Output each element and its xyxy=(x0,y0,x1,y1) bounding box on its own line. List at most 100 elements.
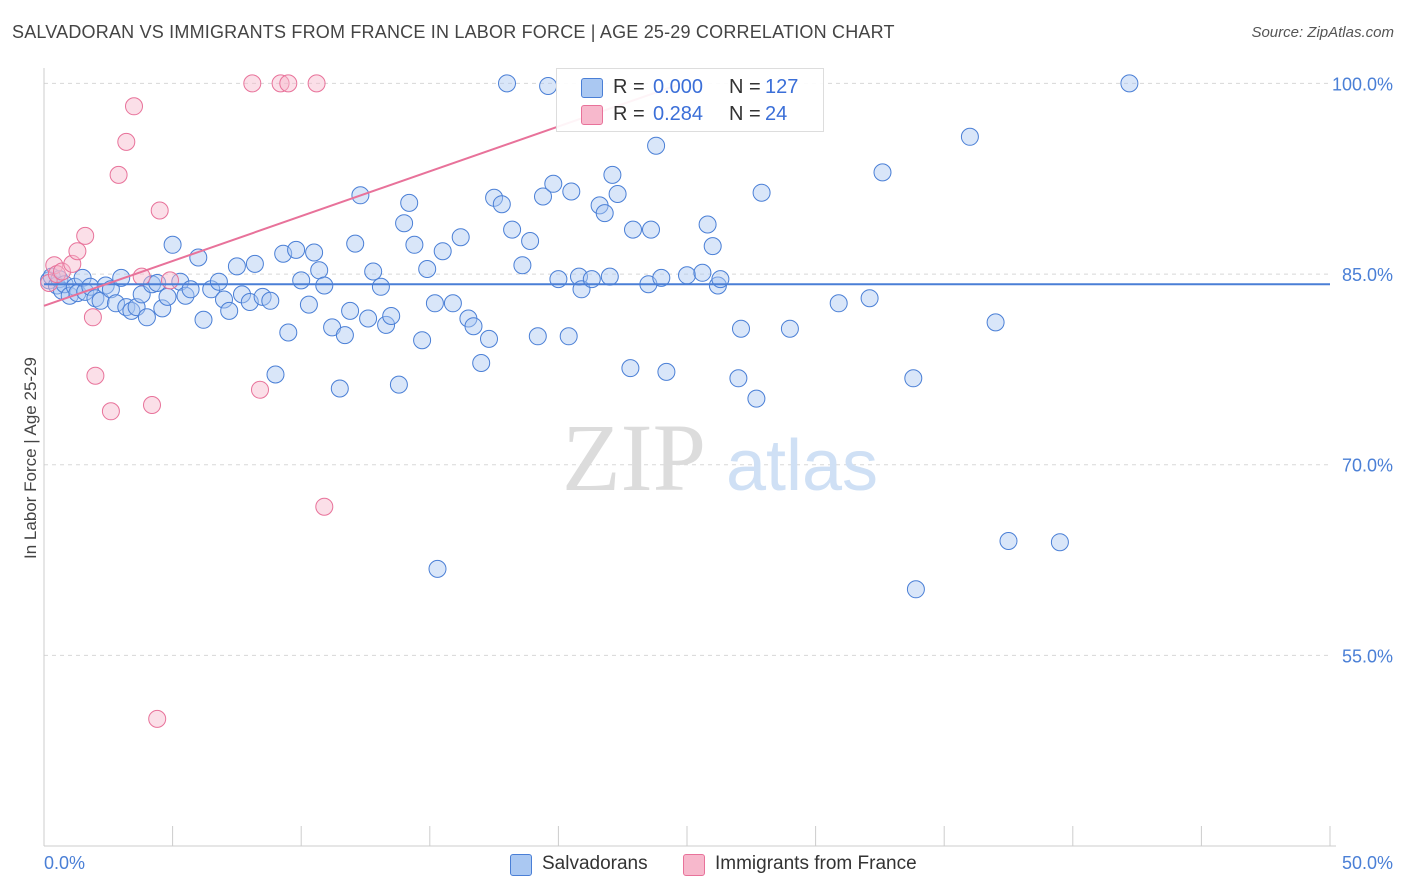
salvadorans-point xyxy=(137,308,156,327)
france-point xyxy=(117,132,136,151)
n-label: N = xyxy=(729,103,761,125)
salvadorans-point xyxy=(310,261,329,280)
salvadorans-point xyxy=(341,301,360,320)
salvadorans-point xyxy=(642,220,660,239)
salvadorans-point xyxy=(624,220,642,239)
salvadorans-point xyxy=(472,354,491,372)
france-point xyxy=(251,380,269,399)
salvadorans-point xyxy=(603,165,622,184)
salvadorans-point xyxy=(413,331,432,350)
salvadorans-point xyxy=(418,260,437,278)
france-point xyxy=(101,402,120,421)
salvadorans-point xyxy=(292,271,311,290)
r-value: 0.284 xyxy=(653,103,704,125)
france-point xyxy=(47,265,66,284)
y-tick-labels: 100.0% 85.0% 70.0% 55.0% xyxy=(1332,74,1393,666)
salvadorans-point xyxy=(266,365,285,384)
r-label: R = xyxy=(613,76,645,98)
france-swatch xyxy=(683,854,705,876)
salvadorans-point xyxy=(652,268,671,287)
salvadorans-point xyxy=(752,183,771,202)
salvadorans-point xyxy=(279,323,298,342)
salvadorans-point xyxy=(220,301,239,320)
salvadorans-point xyxy=(595,204,614,223)
n-value: 24 xyxy=(765,103,788,125)
salvadorans-point xyxy=(305,243,324,262)
salvadorans-point xyxy=(539,77,558,95)
salvadorans-swatch xyxy=(510,854,532,876)
salvadorans-point xyxy=(559,327,578,346)
france-point xyxy=(125,97,143,116)
salvadorans-point xyxy=(534,187,552,206)
salvadorans-point xyxy=(480,329,498,348)
france-point xyxy=(143,396,161,414)
salvadorans-point xyxy=(999,532,1018,550)
axes xyxy=(43,68,1336,847)
salvadorans-point xyxy=(261,291,280,310)
series-legend: Salvadorans Immigrants from France xyxy=(0,852,1406,878)
salvadorans-point xyxy=(227,257,246,276)
salvadorans-point xyxy=(153,299,172,318)
watermark-atlas: atlas xyxy=(726,426,878,506)
gridlines xyxy=(44,82,1330,656)
salvadorans-point xyxy=(960,127,979,146)
salvadorans-point xyxy=(107,294,125,313)
salvadorans-point xyxy=(647,136,666,155)
watermark: ZIP atlas xyxy=(562,404,878,511)
salvadorans-point xyxy=(544,174,563,193)
salvadorans-point xyxy=(608,185,627,203)
salvadorans-point xyxy=(732,319,750,338)
salvadorans-point xyxy=(425,294,444,313)
france-point xyxy=(315,497,334,516)
salvadorans-point xyxy=(359,309,378,328)
salvadorans-point xyxy=(330,379,349,398)
stats-row-france: R = 0.284 N = 24 xyxy=(557,100,823,128)
salvadorans-point xyxy=(194,310,213,329)
salvadorans-point xyxy=(678,266,696,285)
salvadorans-point xyxy=(86,289,105,308)
n-label: N = xyxy=(729,76,761,98)
salvadorans-point xyxy=(451,228,470,247)
france-point xyxy=(148,709,167,728)
chart-title: SALVADORAN VS IMMIGRANTS FROM FRANCE IN … xyxy=(12,22,895,42)
salvadorans-point xyxy=(621,359,640,378)
salvadorans-point xyxy=(600,267,619,286)
france-point xyxy=(279,74,298,93)
salvadorans-point xyxy=(1050,533,1069,552)
france-point xyxy=(161,271,179,290)
salvadorans-point xyxy=(485,188,504,207)
salvadorans-point xyxy=(464,317,483,336)
salvadorans-point xyxy=(371,277,390,296)
salvadorans-point xyxy=(405,235,424,254)
salvadorans-point xyxy=(513,256,532,275)
salvadorans-point xyxy=(498,74,516,93)
france-point xyxy=(150,201,169,220)
salvadorans-point xyxy=(503,220,522,239)
salvadorans-swatch xyxy=(581,78,603,98)
x-tick-label: 0.0% xyxy=(44,853,85,873)
x-tick-labels: 0.0% 50.0% xyxy=(44,853,1393,873)
salvadorans-point xyxy=(299,295,318,314)
france-point xyxy=(243,74,262,93)
salvadorans-point xyxy=(729,369,748,388)
source-label: Source: ZipAtlas.com xyxy=(1251,24,1394,41)
salvadorans-point xyxy=(346,234,365,253)
salvadorans-point xyxy=(377,315,396,334)
salvadorans-point xyxy=(873,163,892,182)
scatter-points xyxy=(40,74,1139,728)
salvadorans-point xyxy=(521,232,540,250)
salvadorans-point xyxy=(860,289,879,308)
salvadorans-point xyxy=(904,369,923,388)
salvadorans-point xyxy=(433,242,452,261)
salvadorans-point xyxy=(315,276,334,295)
france-point xyxy=(307,74,326,93)
france-point xyxy=(271,74,290,93)
salvadorans-point xyxy=(698,215,717,234)
france-point xyxy=(76,226,95,245)
r-value: 0.000 xyxy=(653,76,704,98)
x-tick-label: 50.0% xyxy=(1342,853,1393,873)
stats-row-salvadorans: R = 0.000 N = 127 xyxy=(557,73,823,101)
salvadorans-point xyxy=(829,294,848,313)
salvadorans-point xyxy=(443,294,462,313)
salvadorans-point xyxy=(287,240,306,259)
